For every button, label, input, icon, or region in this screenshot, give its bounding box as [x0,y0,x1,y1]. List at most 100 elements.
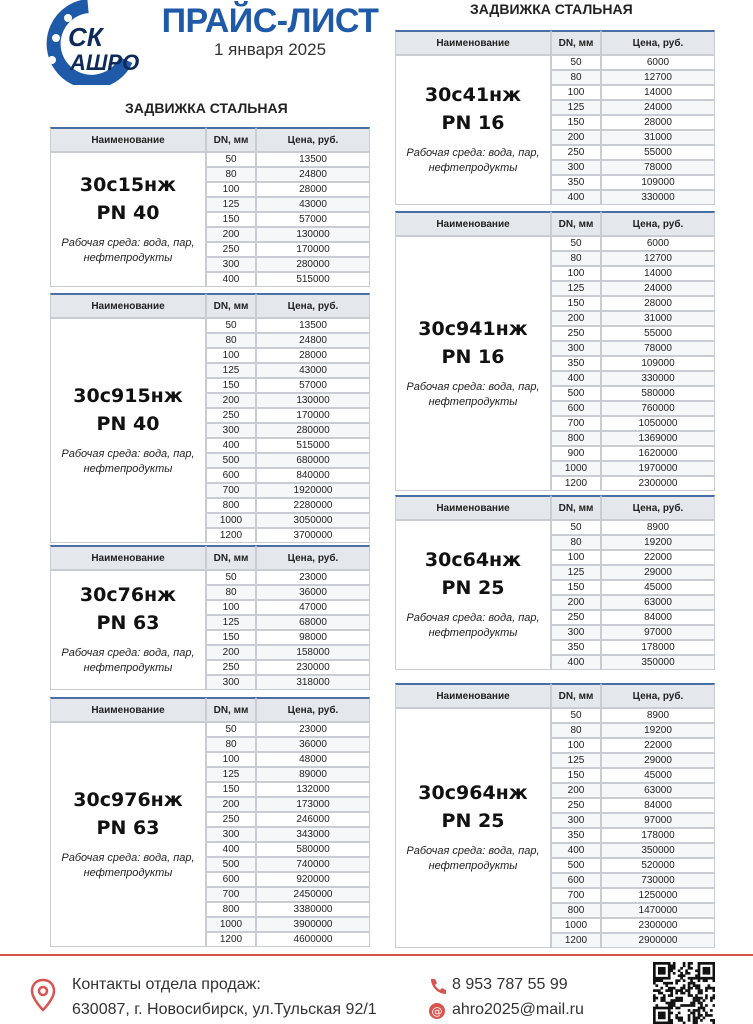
logo-top: СК [68,22,105,52]
dn-cell: 125 [551,100,601,115]
price-cell: 3700000 [256,528,370,543]
dn-cell: 700 [551,888,601,903]
dn-cell: 1200 [206,932,256,947]
column-header: DN, мм [206,127,256,152]
dn-cell: 200 [206,797,256,812]
price-cell: 246000 [256,812,370,827]
email[interactable]: ahro2025@mail.ru [452,1001,584,1018]
dn-cell: 300 [551,160,601,175]
price-table: Наименование DN, мм Цена, руб. 30с76нж PN 63… [50,545,370,690]
price-cell: 57000 [256,212,370,227]
price-cell: 36000 [256,737,370,752]
column-header: DN, мм [551,30,601,55]
pressure: PN 25 [441,810,505,832]
column-header: DN, мм [551,495,601,520]
dn-cell: 350 [551,828,601,843]
dn-cell: 80 [551,535,601,550]
model: 30с941нж [418,317,528,340]
medium-line: нефтепродукты [83,462,173,475]
price-table: Наименование DN, мм Цена, руб. 30с915нж PN 4… [50,293,370,543]
dn-cell: 500 [551,386,601,401]
model: 30с964нж [418,782,528,804]
price-cell: 84000 [601,610,715,625]
price-cell: 330000 [601,371,715,386]
column-header: Наименование [395,211,551,236]
dn-cell: 350 [551,175,601,190]
price-cell: 840000 [256,468,370,483]
price-cell: 12700 [601,70,715,85]
pressure: PN 40 [96,412,160,435]
price-cell: 28000 [601,115,715,130]
dn-cell: 150 [551,768,601,783]
dn-cell: 125 [206,363,256,378]
dn-cell: 400 [551,371,601,386]
svg-text:@: @ [432,1005,443,1018]
medium-line: нефтепродукты [428,860,518,872]
dn-cell: 150 [206,378,256,393]
price-cell: 520000 [601,858,715,873]
price-cell: 6000 [601,236,715,251]
dn-cell: 700 [551,416,601,431]
price-cell: 515000 [256,438,370,453]
dn-cell: 500 [551,858,601,873]
column-header: Цена, руб. [601,495,715,520]
price-cell: 78000 [601,160,715,175]
price-cell: 2450000 [256,887,370,902]
phone[interactable]: 8 953 787 55 99 [452,976,568,993]
model: 30с64нж [424,549,522,571]
price-cell: 22000 [601,738,715,753]
column-header: Наименование [395,495,551,520]
dn-cell: 1200 [206,528,256,543]
column-header: Цена, руб. [256,293,370,318]
dn-cell: 125 [206,197,256,212]
dn-cell: 1000 [551,461,601,476]
dn-cell: 400 [551,190,601,205]
column-header: DN, мм [551,211,601,236]
price-cell: 730000 [601,873,715,888]
price-cell: 230000 [256,660,370,675]
dn-cell: 400 [206,272,256,287]
medium-line: Рабочая среда: вода, пар, [406,147,540,159]
dn-cell: 700 [206,483,256,498]
dn-cell: 900 [551,446,601,461]
price-cell: 318000 [256,675,370,690]
price-cell: 580000 [256,842,370,857]
medium: Рабочая среда: вода, пар, нефтепродукты [406,380,539,410]
dn-cell: 400 [551,655,601,670]
price-cell: 330000 [601,190,715,205]
price-cell: 740000 [256,857,370,872]
medium: Рабочая среда: вода, пар, нефтепродукты [61,851,194,881]
dn-cell: 125 [206,767,256,782]
logo: СК АШРО [46,0,139,85]
price-cell: 14000 [601,85,715,100]
dn-cell: 100 [206,600,256,615]
dn-cell: 100 [551,266,601,281]
dn-cell: 150 [206,212,256,227]
model: 30с915нж [73,384,183,407]
price-cell: 1470000 [601,903,715,918]
price-cell: 31000 [601,311,715,326]
price-cell: 22000 [601,550,715,565]
dn-cell: 100 [551,550,601,565]
column-header: Цена, руб. [601,683,715,708]
dn-cell: 200 [206,227,256,242]
price-cell: 170000 [256,408,370,423]
column-header: Цена, руб. [256,127,370,152]
dn-cell: 400 [206,438,256,453]
dn-cell: 300 [206,257,256,272]
dn-cell: 1200 [551,933,601,948]
price-cell: 13500 [256,152,370,167]
price-cell: 178000 [601,828,715,843]
price-cell: 28000 [256,348,370,363]
dn-cell: 600 [551,873,601,888]
price-cell: 580000 [601,386,715,401]
qr-code[interactable] [653,962,715,1024]
model: 30с15нж [79,173,177,196]
price-cell: 170000 [256,242,370,257]
dn-cell: 350 [551,640,601,655]
dn-cell: 400 [206,842,256,857]
price-cell: 8900 [601,520,715,535]
dn-cell: 800 [206,498,256,513]
location-icon [30,978,56,1012]
